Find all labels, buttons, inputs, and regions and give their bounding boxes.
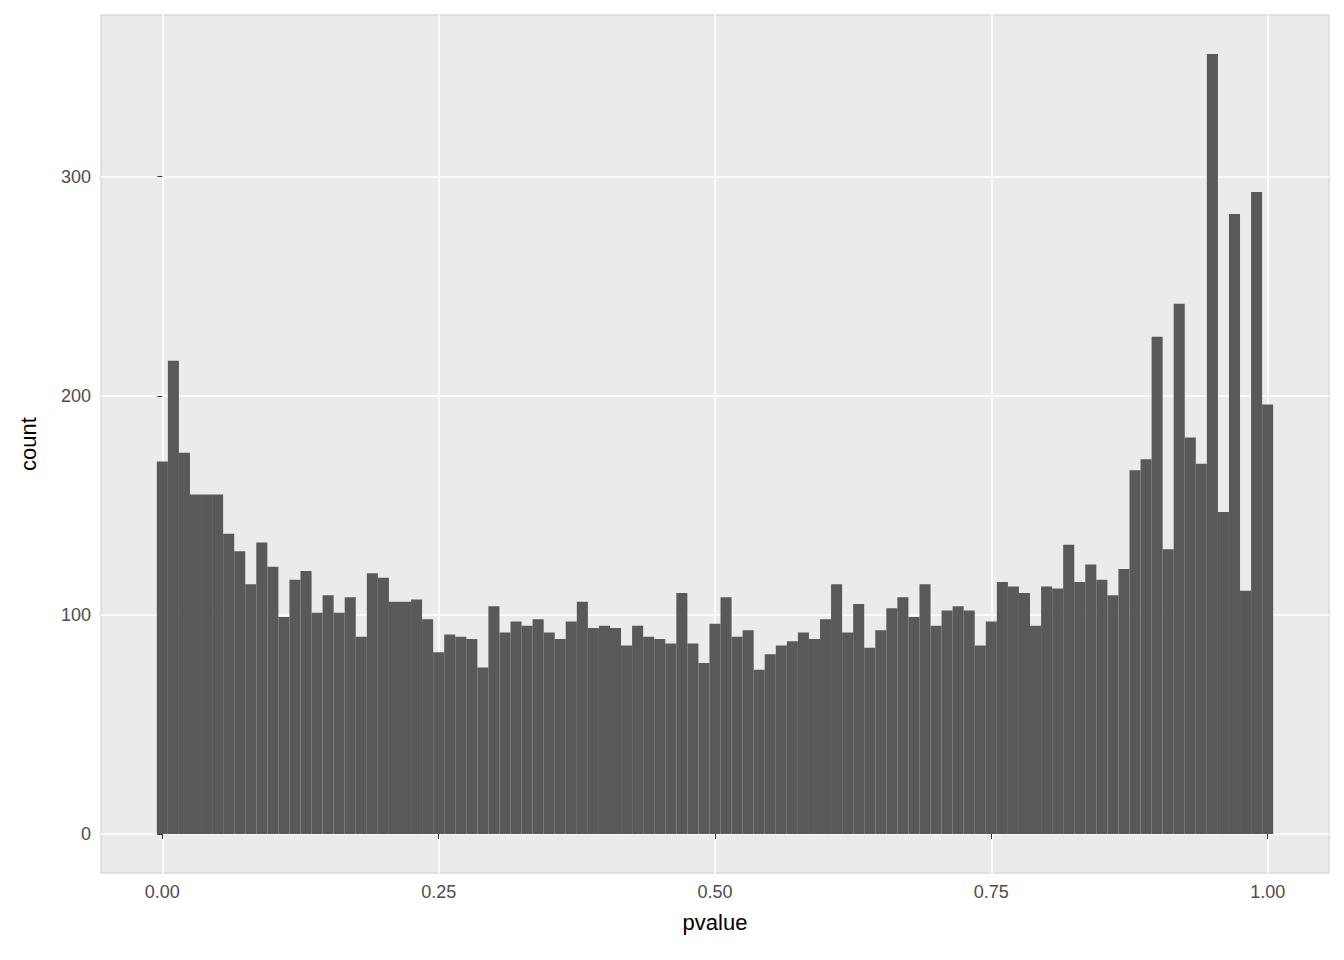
- svg-text:1.00: 1.00: [1250, 882, 1285, 902]
- svg-text:0.50: 0.50: [697, 882, 732, 902]
- svg-text:count: count: [16, 417, 41, 471]
- svg-text:300: 300: [61, 167, 91, 187]
- svg-text:0: 0: [81, 824, 91, 844]
- svg-text:0.25: 0.25: [421, 882, 456, 902]
- svg-text:100: 100: [61, 605, 91, 625]
- svg-text:pvalue: pvalue: [683, 910, 748, 935]
- svg-text:200: 200: [61, 386, 91, 406]
- svg-text:0.00: 0.00: [145, 882, 180, 902]
- svg-text:0.75: 0.75: [974, 882, 1009, 902]
